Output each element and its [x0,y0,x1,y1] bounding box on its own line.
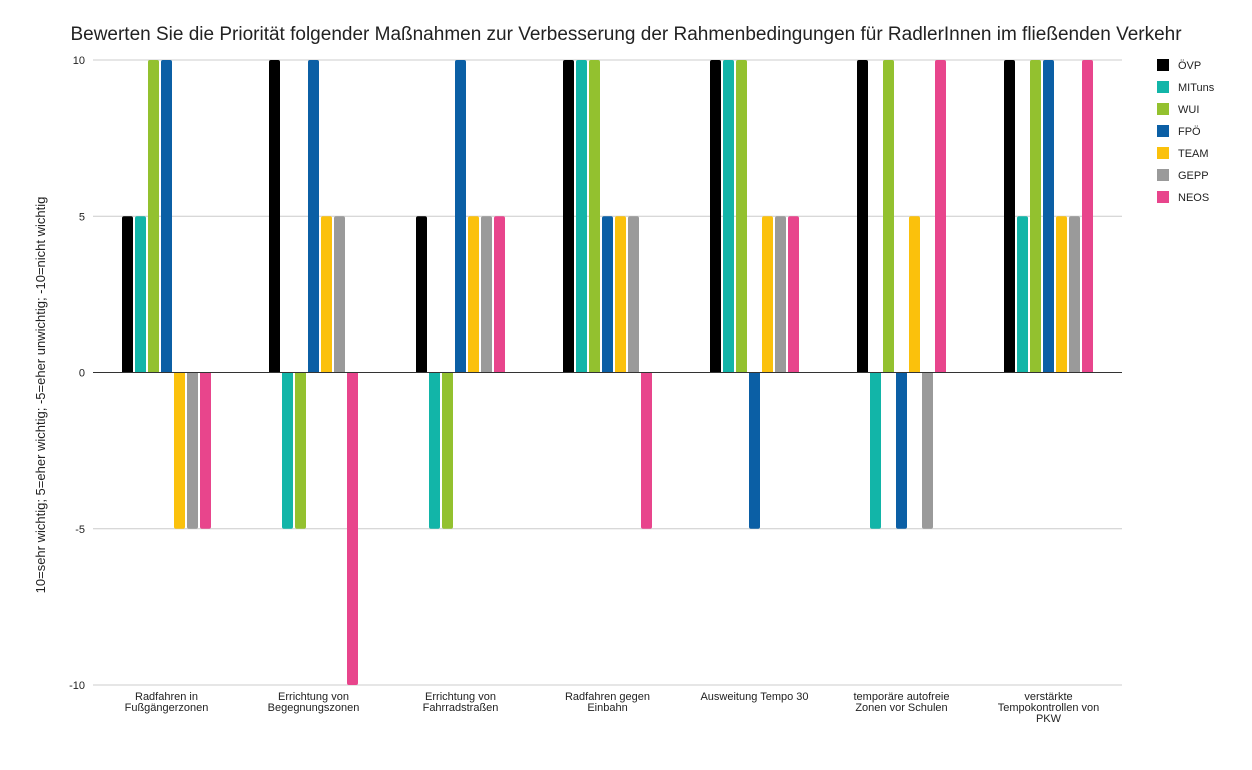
bar [200,372,211,529]
x-category-label: Fahrradstraßen [423,702,499,714]
bar [922,372,933,529]
legend-label: ÖVP [1178,60,1201,72]
bar [1056,216,1067,373]
legend-swatch [1157,191,1169,203]
x-category-label: Ausweitung Tempo 30 [700,691,808,703]
bar [857,60,868,373]
bar [282,372,293,529]
legend-label: GEPP [1178,170,1209,182]
y-tick-label: -10 [69,680,85,692]
y-tick-label: 0 [79,368,85,380]
legend-label: MITuns [1178,82,1215,94]
bar [615,216,626,373]
bar [321,216,332,373]
x-category-label: Errichtung von [278,691,349,703]
bars [122,60,1093,685]
bar [468,216,479,373]
x-category-label: Einbahn [587,702,627,714]
bar [710,60,721,373]
bar [1004,60,1015,373]
bar [416,216,427,373]
bar [736,60,747,373]
bar [762,216,773,373]
bar [788,216,799,373]
bar [494,216,505,373]
y-tick-label: -5 [75,524,85,536]
bar [628,216,639,373]
bar [589,60,600,373]
gridlines [93,59,1122,686]
legend-label: TEAM [1178,148,1209,160]
x-category-label: Errichtung von [425,691,496,703]
bar [896,372,907,529]
y-axis-label: 10=sehr wichtig; 5=eher wichtig; -5=eher… [33,197,48,594]
bar [1082,60,1093,373]
x-category-label: Fußgängerzonen [125,702,209,714]
bar [429,372,440,529]
bar [602,216,613,373]
bar [883,60,894,373]
bar [1030,60,1041,373]
bar [1069,216,1080,373]
x-category-label: verstärkte [1024,691,1072,703]
legend-swatch [1157,81,1169,93]
bar [723,60,734,373]
x-category-label: Begegnungszonen [268,702,360,714]
legend-swatch [1157,59,1169,71]
bar [295,372,306,529]
y-axis-ticks: 10 5 0 -5 -10 [69,55,85,692]
bar [122,216,133,373]
chart-title: Bewerten Sie die Priorität folgender Maß… [70,24,1182,45]
y-tick-label: 5 [79,211,85,223]
bar [308,60,319,373]
x-category-label: Radfahren in [135,691,198,703]
bar [148,60,159,373]
x-category-label: temporäre autofreie [854,691,950,703]
bar [935,60,946,373]
legend-label: FPÖ [1178,126,1201,138]
bar [161,60,172,373]
bar [1043,60,1054,373]
bar [135,216,146,373]
legend-label: WUI [1178,104,1199,116]
bar [870,372,881,529]
legend-swatch [1157,169,1169,181]
bar [576,60,587,373]
bar [442,372,453,529]
bar [481,216,492,373]
bar [455,60,466,373]
x-category-label: Tempokontrollen von [998,702,1100,714]
legend-swatch [1157,103,1169,115]
legend-label: NEOS [1178,192,1209,204]
bar [347,372,358,685]
bar [269,60,280,373]
legend-swatch [1157,125,1169,137]
legend-swatch [1157,147,1169,159]
legend: ÖVP MITuns WUI FPÖ TEAM GEPP NEOS [1157,59,1215,204]
bar [1017,216,1028,373]
bar [563,60,574,373]
bar [909,216,920,373]
x-category-label: PKW [1036,713,1062,725]
bar [775,216,786,373]
y-tick-label: 10 [73,55,85,67]
bar [749,372,760,529]
bar [334,216,345,373]
bar [174,372,185,529]
x-category-label: Zonen vor Schulen [855,702,947,714]
x-category-label: Radfahren gegen [565,691,650,703]
bar [641,372,652,529]
bar [187,372,198,529]
